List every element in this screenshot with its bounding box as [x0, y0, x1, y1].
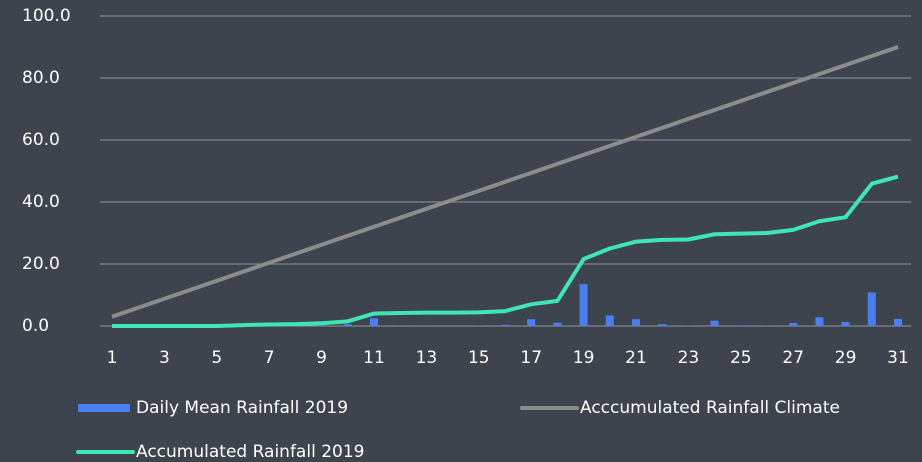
- x-tick-label: 21: [625, 348, 647, 368]
- x-tick-label: 19: [573, 348, 595, 368]
- x-tick-label: 31: [887, 348, 909, 368]
- bar: [317, 325, 326, 326]
- legend-label: Accumulated Rainfall 2019: [136, 442, 364, 462]
- y-tick-label: 60.0: [22, 130, 60, 150]
- bar: [553, 322, 562, 326]
- line: [112, 174, 899, 328]
- bar: [789, 322, 798, 326]
- x-tick-label: 23: [678, 348, 700, 368]
- bar: [867, 292, 876, 326]
- legend-label: Acccumulated Rainfall Climate: [580, 398, 840, 418]
- x-tick-label: 3: [159, 348, 170, 368]
- bar: [501, 324, 509, 326]
- x-tick-label: 27: [782, 348, 804, 368]
- x-tick-label: 5: [211, 348, 222, 368]
- x-tick-label: 7: [264, 348, 275, 368]
- line: [111, 45, 899, 319]
- bar: [815, 317, 824, 326]
- y-tick-label: 0.0: [22, 316, 49, 336]
- legend-swatch: [78, 404, 130, 412]
- bar: [527, 319, 536, 326]
- y-tick-label: 40.0: [22, 192, 60, 212]
- x-tick-label: 17: [520, 348, 542, 368]
- x-tick-label: 29: [835, 348, 857, 368]
- x-tick-label: 15: [468, 348, 490, 368]
- bar: [396, 325, 405, 326]
- x-tick-label: 25: [730, 348, 752, 368]
- bar: [710, 320, 719, 326]
- bar: [579, 284, 588, 326]
- y-tick-label: 20.0: [22, 254, 60, 274]
- legend-label: Daily Mean Rainfall 2019: [136, 398, 348, 418]
- x-tick-label: 11: [363, 348, 385, 368]
- bar: [658, 324, 667, 326]
- y-tick-label: 100.0: [22, 6, 71, 26]
- bar: [894, 318, 902, 326]
- bar: [343, 324, 352, 326]
- y-tick-label: 80.0: [22, 68, 60, 88]
- x-tick-label: 13: [416, 348, 438, 368]
- bar: [841, 321, 850, 326]
- bar: [370, 318, 378, 326]
- x-tick-label: 1: [107, 348, 118, 368]
- bar: [736, 325, 745, 326]
- bar: [605, 315, 614, 326]
- x-tick-label: 9: [316, 348, 327, 368]
- bar: [632, 319, 640, 326]
- bar: [763, 325, 771, 326]
